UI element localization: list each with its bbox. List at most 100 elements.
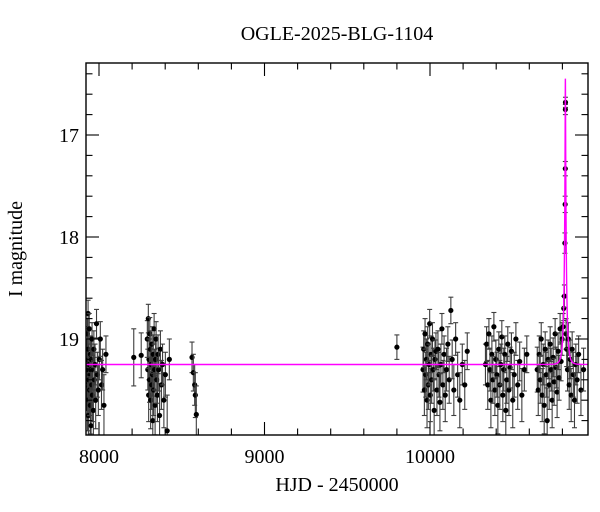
data-point bbox=[162, 372, 168, 378]
data-point bbox=[445, 341, 451, 347]
data-point bbox=[537, 377, 543, 383]
data-point bbox=[394, 344, 400, 350]
data-point bbox=[439, 326, 445, 332]
x-tick-label: 10000 bbox=[405, 446, 455, 468]
data-point bbox=[547, 341, 553, 347]
data-point bbox=[441, 351, 447, 357]
data-point bbox=[550, 354, 556, 360]
data-point bbox=[552, 331, 558, 337]
data-point bbox=[154, 377, 160, 383]
data-point bbox=[153, 356, 159, 362]
data-point bbox=[88, 423, 94, 429]
model-light-curve bbox=[86, 78, 588, 366]
y-tick-label: 17 bbox=[59, 125, 79, 147]
data-point bbox=[131, 354, 137, 360]
data-point bbox=[93, 397, 99, 403]
data-point bbox=[555, 348, 561, 354]
data-point bbox=[496, 346, 502, 352]
data-point bbox=[505, 341, 511, 347]
data-point bbox=[569, 346, 575, 352]
data-point bbox=[151, 326, 157, 332]
data-point bbox=[164, 428, 170, 434]
data-point bbox=[90, 407, 96, 413]
data-point bbox=[442, 392, 448, 398]
data-point bbox=[535, 387, 541, 393]
data-point bbox=[519, 392, 525, 398]
data-point bbox=[161, 397, 167, 403]
data-point bbox=[166, 356, 172, 362]
plot-frame bbox=[85, 62, 589, 436]
data-point bbox=[554, 389, 560, 395]
data-point bbox=[500, 392, 506, 398]
data-point bbox=[446, 377, 452, 383]
y-tick-label: 19 bbox=[59, 329, 79, 351]
data-point bbox=[427, 321, 433, 327]
data-point bbox=[455, 372, 461, 378]
data-point bbox=[150, 418, 156, 424]
data-point bbox=[453, 336, 459, 342]
data-point bbox=[103, 351, 109, 357]
data-point bbox=[157, 346, 164, 352]
data-point bbox=[101, 402, 107, 408]
data-point bbox=[551, 379, 557, 385]
data-point bbox=[510, 397, 516, 403]
data-point bbox=[86, 326, 92, 332]
data-point bbox=[499, 334, 505, 340]
data-point bbox=[489, 351, 495, 357]
data-point bbox=[504, 377, 510, 383]
data-point bbox=[156, 412, 163, 419]
plot-area: 8000 9000 10000 17 18 19 bbox=[59, 62, 589, 468]
data-point bbox=[502, 351, 508, 357]
data-point bbox=[156, 367, 162, 373]
data-point bbox=[578, 387, 584, 393]
data-point bbox=[542, 346, 548, 352]
chart-title: OGLE-2025-BLG-1104 bbox=[241, 23, 434, 45]
data-point bbox=[154, 392, 161, 398]
data-point bbox=[506, 387, 512, 393]
data-point bbox=[91, 346, 97, 352]
data-point bbox=[517, 358, 523, 365]
data-point bbox=[464, 348, 470, 354]
data-point bbox=[541, 402, 547, 408]
data-point bbox=[435, 346, 441, 352]
y-axis-label: I magnitude bbox=[5, 201, 27, 297]
data-point bbox=[192, 392, 198, 398]
data-point bbox=[513, 336, 519, 342]
data-point bbox=[521, 367, 527, 373]
data-point bbox=[549, 397, 555, 403]
data-point bbox=[501, 367, 507, 373]
data-point bbox=[100, 367, 106, 373]
data-point bbox=[524, 351, 530, 357]
data-point bbox=[491, 324, 497, 330]
data-points-layer bbox=[86, 96, 587, 435]
data-point bbox=[548, 367, 554, 373]
data-point bbox=[508, 348, 515, 354]
data-point bbox=[457, 397, 463, 403]
data-point bbox=[566, 382, 572, 388]
data-point bbox=[484, 341, 490, 347]
data-point bbox=[556, 375, 562, 381]
data-point bbox=[440, 382, 446, 388]
data-point bbox=[487, 367, 493, 373]
y-tick-label: 18 bbox=[59, 227, 79, 249]
data-point bbox=[503, 407, 509, 413]
data-point bbox=[155, 351, 161, 357]
data-point bbox=[568, 392, 574, 398]
data-point bbox=[515, 382, 521, 388]
x-tick-label: 9000 bbox=[245, 446, 285, 468]
data-point bbox=[462, 382, 468, 388]
data-point bbox=[429, 336, 436, 342]
data-point bbox=[488, 397, 494, 403]
data-point bbox=[494, 372, 500, 378]
data-point bbox=[432, 356, 438, 362]
data-point bbox=[486, 331, 492, 337]
data-point bbox=[493, 356, 499, 362]
data-point bbox=[485, 382, 491, 388]
data-point bbox=[431, 407, 437, 413]
data-point bbox=[422, 331, 428, 337]
axis-ticks bbox=[86, 63, 588, 435]
data-point bbox=[448, 307, 454, 314]
data-point bbox=[138, 352, 144, 358]
